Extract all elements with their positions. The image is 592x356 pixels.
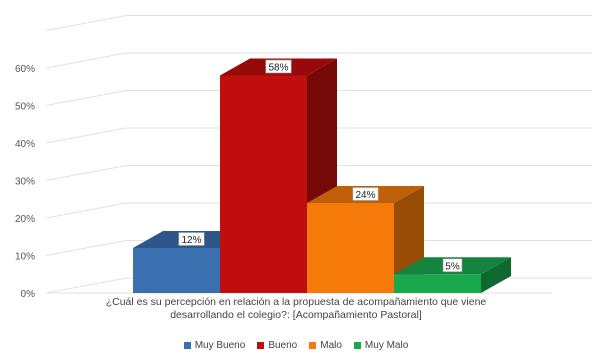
gridline-side (45, 15, 127, 31)
legend-label: Malo (320, 340, 342, 351)
data-label-box (442, 258, 463, 273)
legend-item: Muy Bueno (183, 340, 246, 351)
legend-item: Malo (309, 340, 342, 351)
bar-chart-3d: 0% 10% 20% 30% 40% 50% 60% 12% 58% 24% 5% (15, 15, 592, 300)
data-label-text: 58% (268, 63, 288, 74)
data-label-text: 12% (181, 235, 201, 246)
bar-malo (307, 186, 424, 293)
y-tick-label: 60% (15, 64, 35, 75)
y-tick-label: 30% (15, 177, 35, 188)
y-axis-ticks: 0% 10% 20% 30% 40% 50% 60% (15, 64, 35, 300)
legend-label: Muy Malo (364, 340, 409, 351)
data-labels: 12% 58% 24% 5% (178, 59, 463, 273)
legend-swatch (183, 342, 191, 349)
data-label-text: 24% (355, 190, 375, 201)
chart-caption: ¿Cuál es su percepción en relación a la … (0, 296, 592, 322)
legend-item: Muy Malo (353, 340, 409, 351)
gridline-side (45, 202, 127, 219)
y-tick-label: 20% (15, 214, 35, 225)
data-label: 5% (442, 258, 463, 273)
data-label-box (352, 187, 379, 201)
caption-line-2: desarrollando el colegio?: [Acompañamien… (170, 309, 422, 321)
legend-swatch (353, 342, 361, 349)
y-tick-label: 50% (15, 102, 35, 113)
legend-swatch (257, 342, 265, 349)
gridline-side (45, 127, 127, 144)
y-tick-label: 40% (15, 139, 35, 150)
data-label-box (178, 232, 205, 246)
y-tick-label: 10% (15, 252, 35, 263)
legend-label: Bueno (268, 340, 298, 351)
data-label: 58% (265, 59, 292, 74)
data-label: 24% (352, 187, 379, 201)
legend: Muy Bueno Bueno Malo Muy Malo (0, 340, 592, 351)
y-tick-label: 0% (21, 289, 36, 300)
legend-item: Bueno (257, 340, 297, 351)
gridline-side (45, 240, 127, 256)
data-label-box (265, 59, 292, 74)
data-label-text: 5% (445, 261, 460, 272)
gridline-side (45, 52, 127, 69)
bar-front (220, 75, 307, 293)
caption-line-1: ¿Cuál es su percepción en relación a la … (105, 296, 487, 308)
data-label: 12% (178, 232, 205, 246)
legend-swatch (309, 342, 317, 349)
gridline-side (45, 90, 127, 106)
bar-front (133, 248, 220, 293)
gridline-side (45, 277, 127, 294)
gridline-side (45, 165, 127, 181)
bar-side (481, 257, 511, 293)
bar-front (394, 274, 481, 293)
bars (133, 58, 511, 293)
bar-front (307, 203, 394, 293)
legend-label: Muy Bueno (194, 340, 246, 351)
